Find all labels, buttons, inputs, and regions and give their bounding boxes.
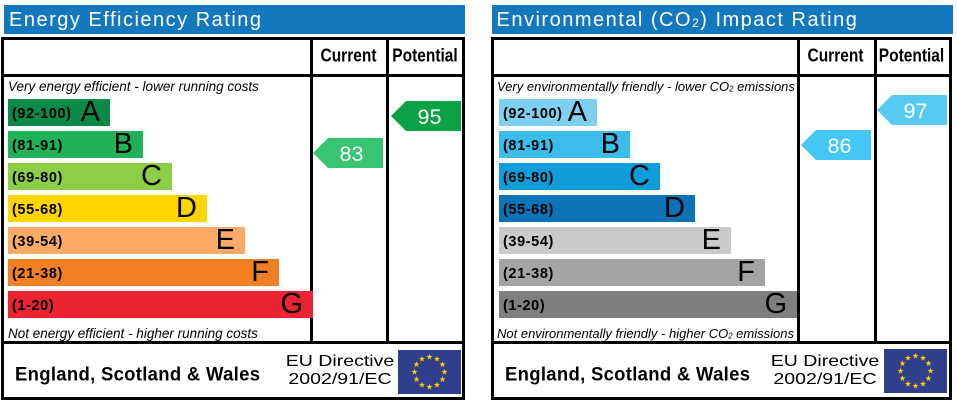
svg-text:86: 86 [828, 134, 852, 158]
svg-text:97: 97 [904, 99, 928, 123]
svg-text:95: 95 [418, 105, 442, 129]
svg-text:83: 83 [340, 142, 364, 166]
